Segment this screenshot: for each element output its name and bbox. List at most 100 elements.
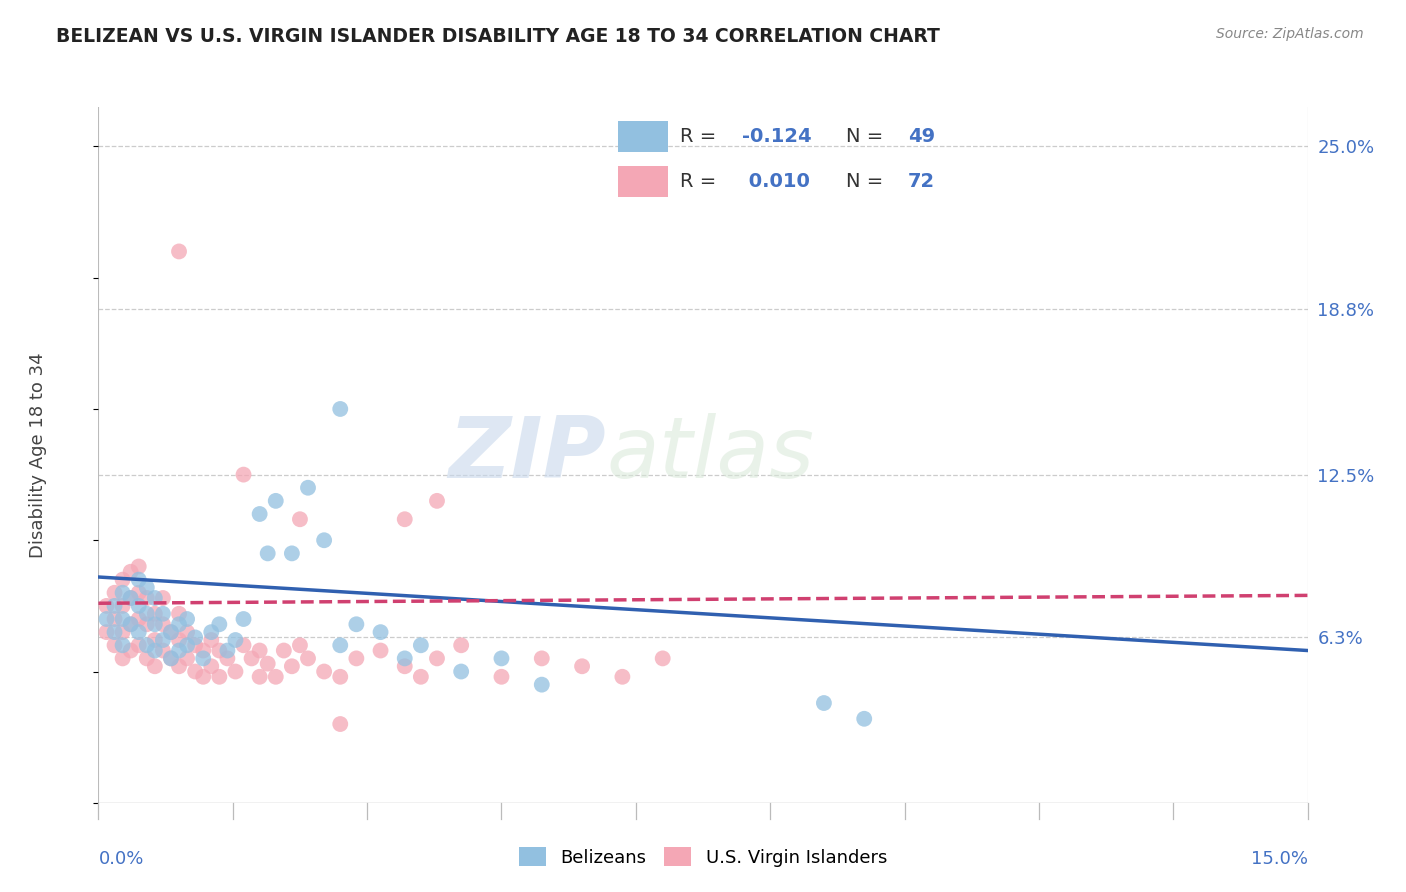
Point <box>297 481 319 495</box>
Point <box>249 643 271 657</box>
Point <box>152 607 174 621</box>
Text: atlas: atlas <box>606 413 814 497</box>
Point <box>426 494 449 508</box>
Point <box>152 591 174 605</box>
Point <box>329 638 352 652</box>
Point <box>249 670 271 684</box>
Point <box>160 625 183 640</box>
Point <box>344 651 367 665</box>
Point <box>167 617 190 632</box>
Point <box>288 512 311 526</box>
Text: Disability Age 18 to 34: Disability Age 18 to 34 <box>30 352 46 558</box>
Point <box>370 643 392 657</box>
Point <box>167 659 190 673</box>
Point <box>314 533 336 548</box>
Point <box>208 643 231 657</box>
Point <box>152 633 174 648</box>
Point <box>217 643 239 657</box>
Point <box>208 617 231 632</box>
Point <box>193 643 215 657</box>
Point <box>143 643 166 657</box>
Point <box>96 599 118 613</box>
Point <box>184 665 207 679</box>
Point <box>143 591 166 605</box>
Point <box>176 651 198 665</box>
Point <box>135 617 157 632</box>
Text: 15.0%: 15.0% <box>1250 850 1308 868</box>
Point <box>120 643 142 657</box>
Point <box>111 573 134 587</box>
Point <box>208 670 231 684</box>
Point <box>571 659 593 673</box>
Point <box>224 665 246 679</box>
Point <box>426 651 449 665</box>
Point <box>281 659 304 673</box>
Point <box>193 651 215 665</box>
Point <box>120 591 142 605</box>
Point <box>128 625 150 640</box>
Point <box>111 625 134 640</box>
Point <box>240 651 263 665</box>
Point <box>103 625 125 640</box>
Point <box>176 612 198 626</box>
Point <box>167 607 190 621</box>
Point <box>128 586 150 600</box>
Point <box>135 581 157 595</box>
Point <box>370 625 392 640</box>
Point <box>111 638 134 652</box>
Point <box>256 657 278 671</box>
Point <box>160 651 183 665</box>
Point <box>200 659 222 673</box>
Point <box>394 659 416 673</box>
Point <box>491 670 513 684</box>
Point <box>111 599 134 613</box>
Point <box>329 670 352 684</box>
Point <box>184 631 207 645</box>
Point <box>256 546 278 560</box>
Point <box>232 638 254 652</box>
Point <box>111 612 134 626</box>
Point <box>176 638 198 652</box>
Point <box>160 651 183 665</box>
Point <box>394 651 416 665</box>
Point <box>111 651 134 665</box>
Point <box>530 678 553 692</box>
Point <box>217 651 239 665</box>
Point <box>135 638 157 652</box>
Point <box>264 494 287 508</box>
Point <box>297 651 319 665</box>
Point <box>409 638 432 652</box>
Point <box>128 559 150 574</box>
Point <box>128 638 150 652</box>
Point <box>281 546 304 560</box>
Point <box>409 670 432 684</box>
Point <box>450 638 472 652</box>
Point <box>264 670 287 684</box>
Point <box>128 573 150 587</box>
Point <box>96 625 118 640</box>
Point <box>143 659 166 673</box>
Point <box>120 565 142 579</box>
Point <box>651 651 673 665</box>
Point <box>96 612 118 626</box>
Point <box>200 625 222 640</box>
Point <box>200 633 222 648</box>
Point <box>120 617 142 632</box>
Point <box>135 607 157 621</box>
Legend: Belizeans, U.S. Virgin Islanders: Belizeans, U.S. Virgin Islanders <box>512 840 894 874</box>
Point <box>128 612 150 626</box>
Point <box>152 617 174 632</box>
Point <box>329 401 352 416</box>
Point <box>314 665 336 679</box>
Text: BELIZEAN VS U.S. VIRGIN ISLANDER DISABILITY AGE 18 TO 34 CORRELATION CHART: BELIZEAN VS U.S. VIRGIN ISLANDER DISABIL… <box>56 27 941 45</box>
Point <box>450 665 472 679</box>
Text: 0.0%: 0.0% <box>98 850 143 868</box>
Point <box>491 651 513 665</box>
Point <box>103 586 125 600</box>
Point <box>232 467 254 482</box>
Point <box>344 617 367 632</box>
Point <box>143 607 166 621</box>
Point <box>143 633 166 648</box>
Point <box>193 670 215 684</box>
Point <box>152 643 174 657</box>
